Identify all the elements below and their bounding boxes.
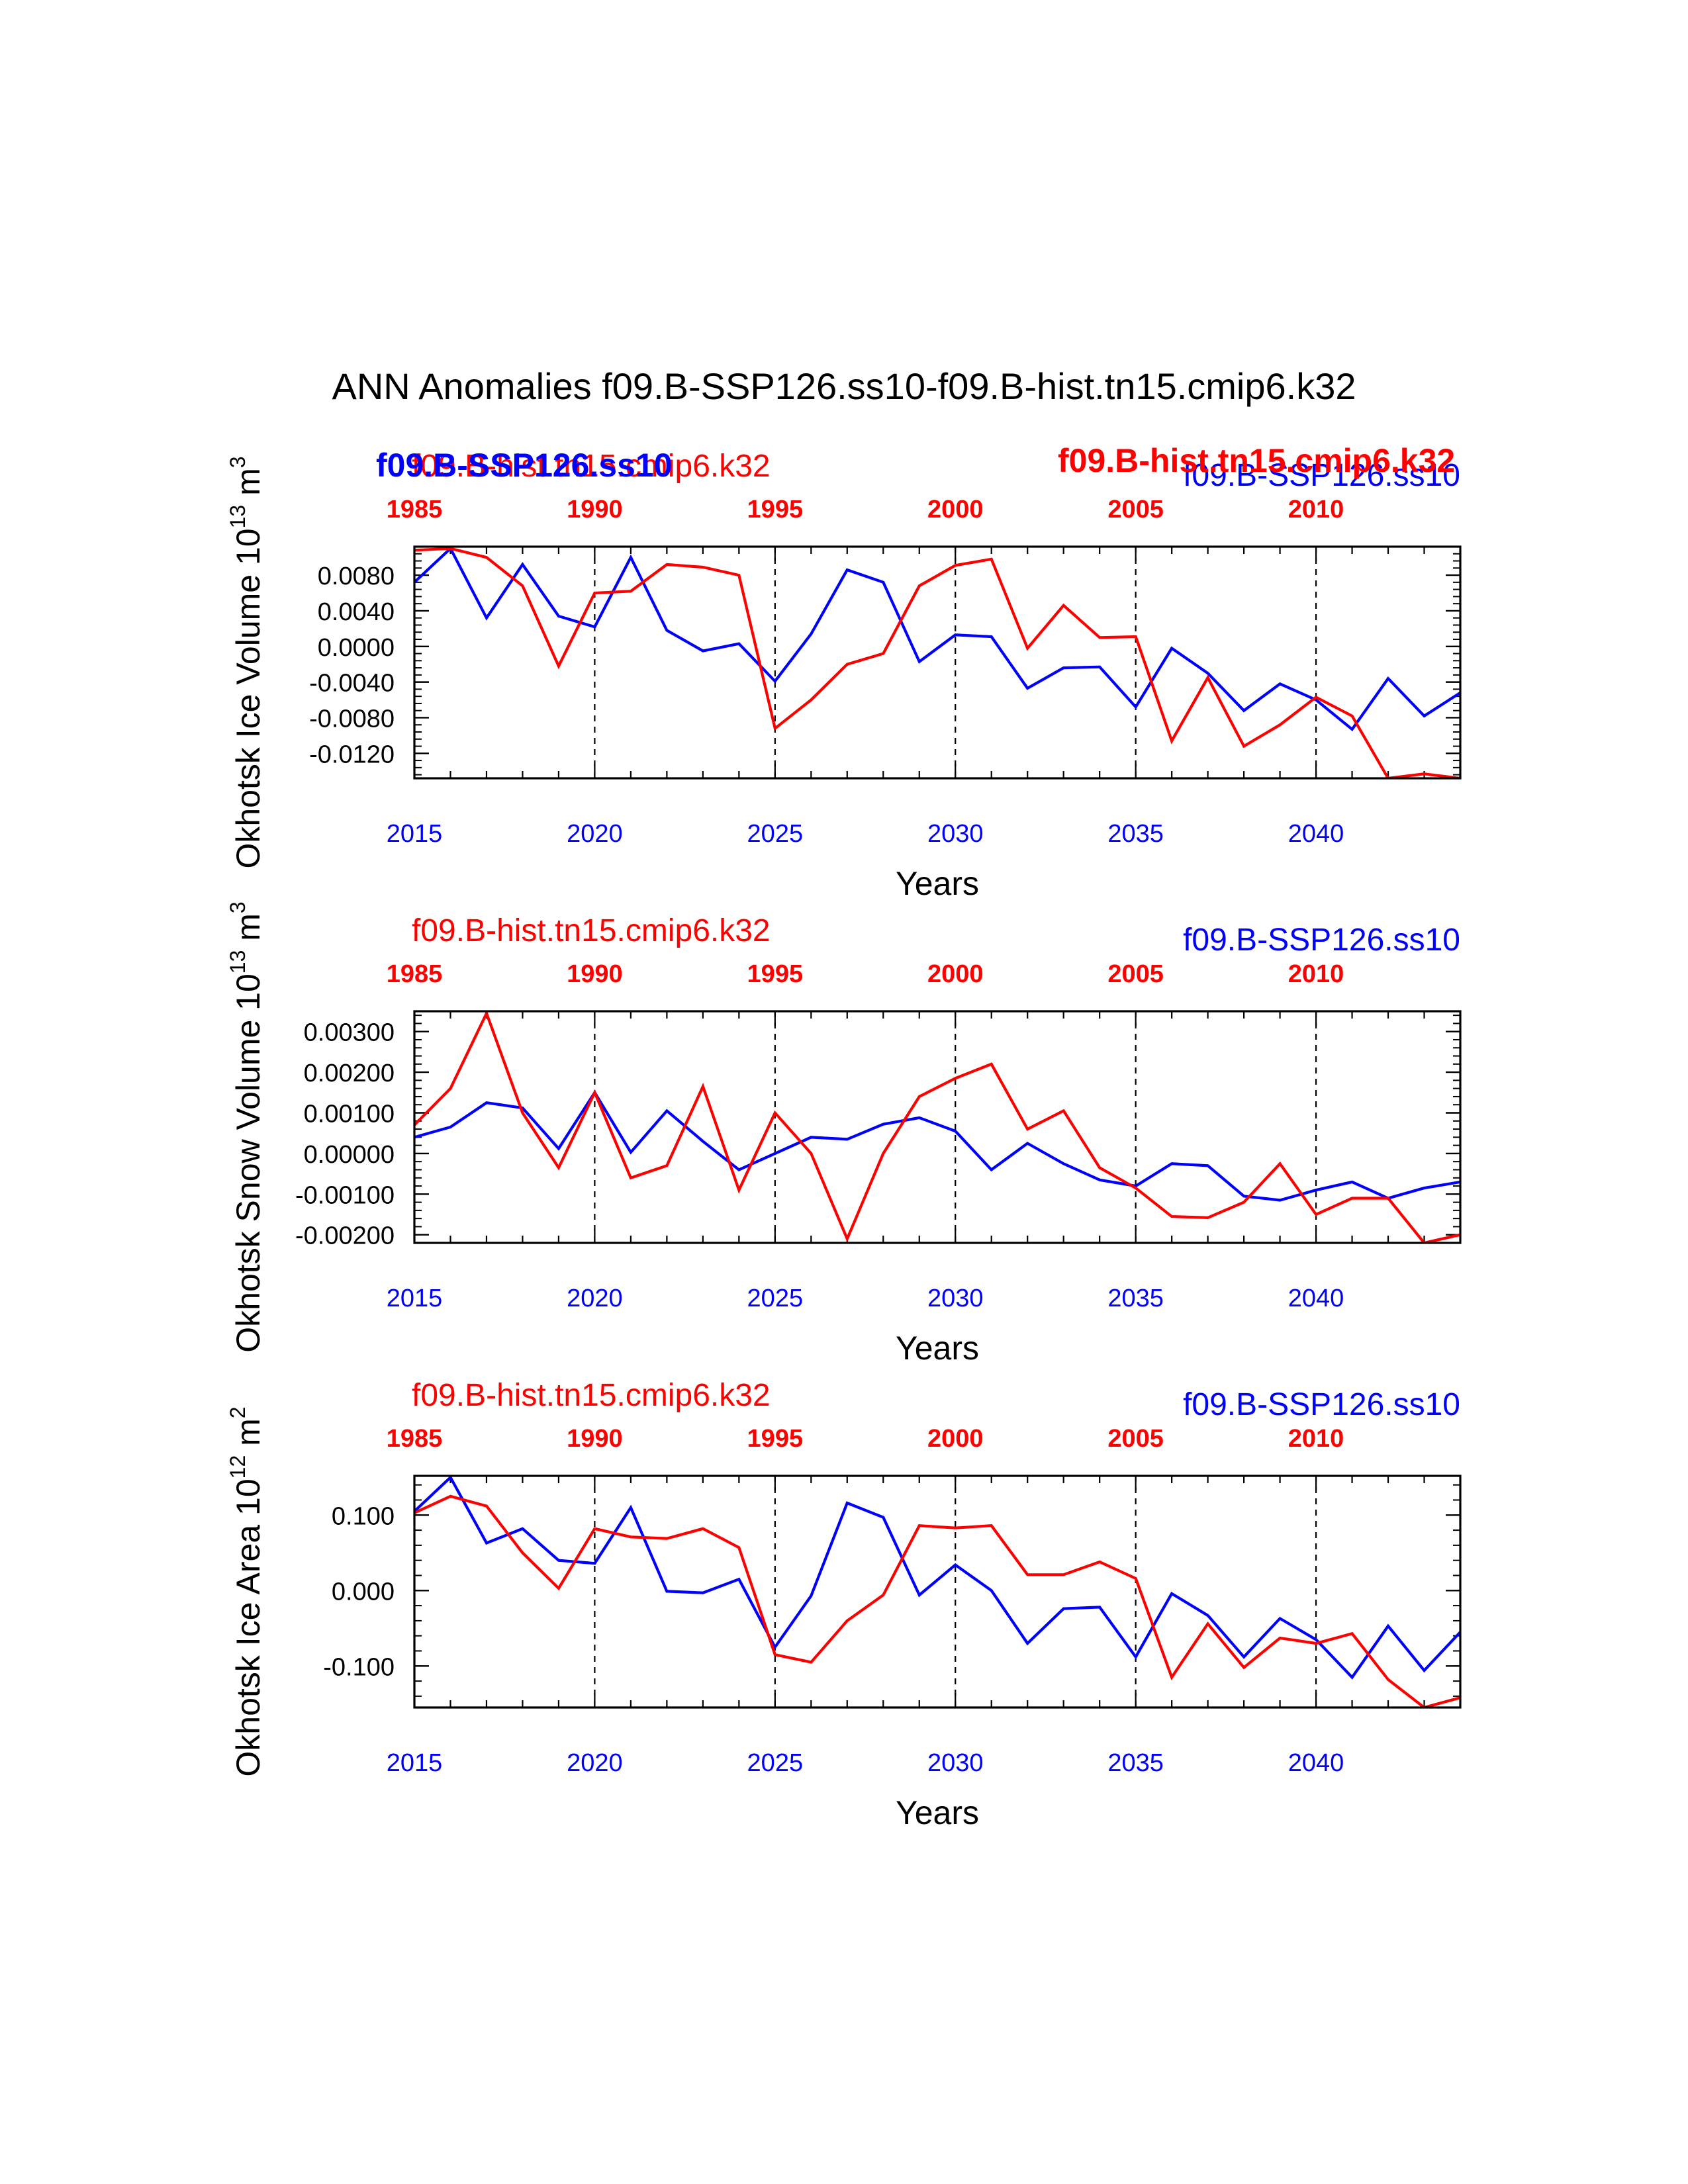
x-bottom-tick-label: 2035 xyxy=(1107,1285,1164,1312)
y-tick-label: -0.0120 xyxy=(309,741,395,768)
x-bottom-tick-label: 2020 xyxy=(567,1285,623,1312)
x-bottom-tick-label: 2020 xyxy=(567,820,623,848)
y-axis-title-exp: 13 xyxy=(226,950,250,974)
x-top-tick-label: 2005 xyxy=(1107,496,1164,523)
x-top-tick-label: 2010 xyxy=(1288,1425,1344,1453)
y-tick-label: 0.00100 xyxy=(304,1101,395,1128)
hist-run-label: f09.B-hist.tn15.cmip6.k32 xyxy=(412,1378,771,1413)
x-bottom-tick-label: 2030 xyxy=(927,1285,984,1312)
x-bottom-tick-label: 2040 xyxy=(1288,1749,1344,1777)
x-axis-title: Years xyxy=(896,1330,979,1367)
y-axis-title-main: Okhotsk Ice Volume 10 xyxy=(230,528,267,868)
y-tick-label: 0.100 xyxy=(332,1502,395,1530)
x-bottom-tick-label: 2025 xyxy=(747,1285,804,1312)
x-bottom-tick-label: 2015 xyxy=(387,1285,443,1312)
y-tick-label: -0.00200 xyxy=(295,1222,395,1250)
x-top-tick-label: 2000 xyxy=(927,960,984,988)
y-axis-title-main: Okhotsk Snow Volume 10 xyxy=(230,974,267,1353)
y-axis-title: Okhotsk Ice Area 1012 m2 xyxy=(226,1406,267,1776)
panel-3: 0.100 0.000 -0.100 2015 2020 2025 2030 2035 2040… xyxy=(226,1378,1462,1831)
x-top-tick-label: 1995 xyxy=(747,1425,804,1453)
x-top-tick-label: 1990 xyxy=(567,1425,623,1453)
plot-frame xyxy=(413,545,1462,780)
x-bottom-tick-label: 2030 xyxy=(927,1749,984,1777)
x-top-tick-label: 1995 xyxy=(747,960,804,988)
ssp-run-label: f09.B-SSP126.ss10 xyxy=(1183,458,1460,493)
x-top-tick-label: 2005 xyxy=(1107,1425,1164,1453)
y-axis-title: Okhotsk Snow Volume 1013 m3 xyxy=(226,901,267,1352)
x-top-tick-label: 2005 xyxy=(1107,960,1164,988)
hist-run-label: f09.B-hist.tn15.cmip6.k32 xyxy=(412,913,771,948)
y-tick-label: 0.000 xyxy=(332,1578,395,1606)
x-top-tick-label: 1990 xyxy=(567,960,623,988)
x-bottom-tick-label: 2035 xyxy=(1107,1749,1164,1777)
y-axis-title-unit-exp: 3 xyxy=(226,456,250,468)
x-top-tick-label: 2000 xyxy=(927,1425,984,1453)
x-top-tick-label: 1995 xyxy=(747,496,804,523)
x-top-tick-label: 2000 xyxy=(927,496,984,523)
y-tick-label: 0.0000 xyxy=(318,634,395,662)
x-top-tick-label: 1985 xyxy=(387,496,443,523)
x-bottom-tick-label: 2040 xyxy=(1288,1285,1344,1312)
x-bottom-tick-label: 2030 xyxy=(927,820,984,848)
series-line-hist xyxy=(414,1494,1460,1707)
series-line-ssp xyxy=(414,547,1460,732)
y-axis-title-unit-exp: 3 xyxy=(226,901,250,913)
x-bottom-tick-label: 2035 xyxy=(1107,820,1164,848)
figure-title: ANN Anomalies f09.B-SSP126.ss10-f09.B-hi… xyxy=(332,365,1356,407)
y-tick-label: -0.0040 xyxy=(309,670,395,698)
overlay-hist-label: f09.B-hist.tn15.cmip6.k32 xyxy=(1058,442,1455,479)
y-axis-title-unit-exp: 2 xyxy=(226,1406,250,1418)
x-top-tick-label: 1990 xyxy=(567,496,623,523)
ssp-run-label: f09.B-SSP126.ss10 xyxy=(1183,1387,1460,1422)
x-axis-title: Years xyxy=(896,865,979,902)
overlay-ssp-label: f09.B-SSP126.ss10 xyxy=(376,447,673,484)
y-tick-label: -0.0080 xyxy=(309,705,395,733)
y-tick-label: 0.0040 xyxy=(318,598,395,626)
series-line-hist xyxy=(414,1011,1460,1243)
y-tick-label: 0.00300 xyxy=(304,1019,395,1047)
y-axis-title-unit: m xyxy=(230,913,267,950)
series-line-ssp xyxy=(414,1476,1460,1680)
y-axis-title-unit: m xyxy=(230,1418,267,1455)
x-top-tick-label: 2010 xyxy=(1288,960,1344,988)
series-line-hist xyxy=(414,547,1460,778)
y-tick-label: 0.0080 xyxy=(318,563,395,590)
x-axis-title: Years xyxy=(896,1794,979,1831)
series-line-ssp xyxy=(414,1089,1460,1202)
panels: 0.0080 0.0040 0.0000 -0.0040 -0.0080 -0.0120 2… xyxy=(226,449,1462,1831)
y-axis-title-unit: m xyxy=(230,468,267,505)
y-axis-title-exp: 12 xyxy=(226,1455,250,1479)
x-top-tick-label: 1985 xyxy=(387,1425,443,1453)
y-axis-title-exp: 13 xyxy=(226,505,250,529)
x-top-tick-label: 1985 xyxy=(387,960,443,988)
y-tick-label: -0.100 xyxy=(323,1653,395,1681)
y-axis-title: Okhotsk Ice Volume 1013 m3 xyxy=(226,456,267,868)
y-tick-label: 0.00200 xyxy=(304,1060,395,1087)
x-bottom-tick-label: 2020 xyxy=(567,1749,623,1777)
x-bottom-tick-label: 2015 xyxy=(387,1749,443,1777)
ssp-run-label: f09.B-SSP126.ss10 xyxy=(1183,923,1460,958)
y-tick-label: -0.00100 xyxy=(295,1181,395,1209)
panel-2: 0.00300 0.00200 0.00100 0.00000 -0.00100 -0.0… xyxy=(226,901,1462,1367)
x-top-tick-label: 2010 xyxy=(1288,496,1344,523)
y-axis-title-main: Okhotsk Ice Area 10 xyxy=(230,1479,267,1776)
plot-frame xyxy=(413,1010,1462,1244)
x-bottom-tick-label: 2040 xyxy=(1288,820,1344,848)
x-bottom-tick-label: 2025 xyxy=(747,1749,804,1777)
x-bottom-tick-label: 2025 xyxy=(747,820,804,848)
y-tick-label: 0.00000 xyxy=(304,1141,395,1169)
panel-1: 0.0080 0.0040 0.0000 -0.0040 -0.0080 -0.0120 2… xyxy=(226,449,1462,902)
hist-run-label: f09.B-hist.tn15.cmip6.k32 xyxy=(412,449,771,484)
x-bottom-tick-label: 2015 xyxy=(387,820,443,848)
plot-frame xyxy=(413,1475,1462,1709)
